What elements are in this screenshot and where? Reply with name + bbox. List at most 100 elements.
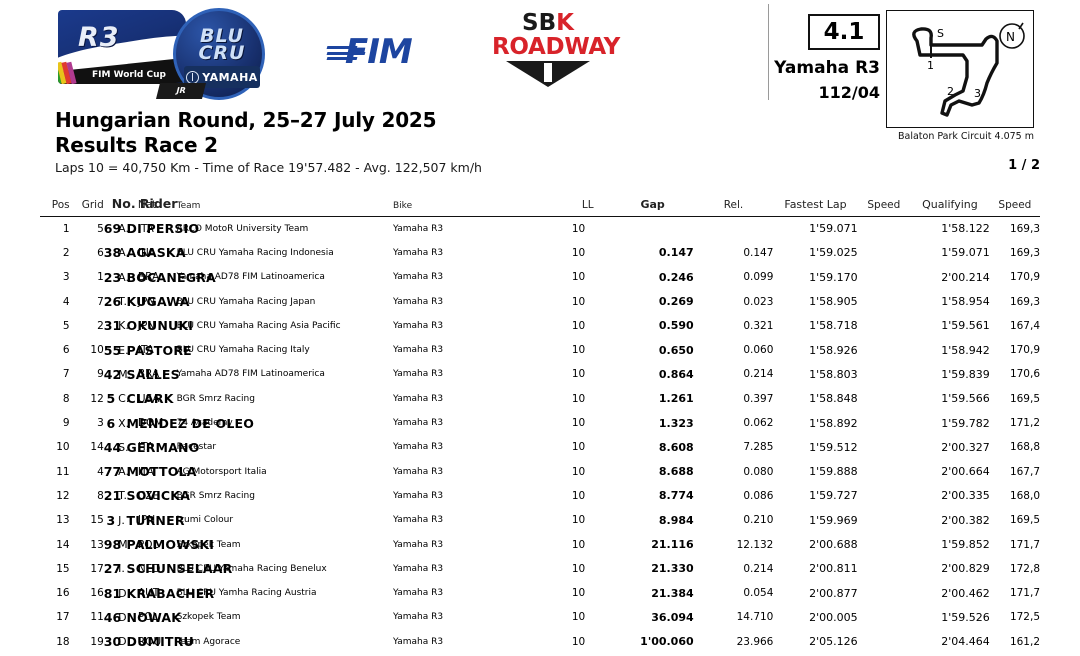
table-row[interactable]: 14 13 98 M. PALMOWSKI POL Szkopek Team Yamaha R…	[40, 532, 1040, 556]
table-row[interactable]: 4 7 26 T. KUGAWA JPN BLU CRU Yamaha Racing Jap…	[40, 289, 1040, 313]
row-nationality: JPN	[137, 514, 156, 527]
table-row[interactable]: 5 2 31 K. OKUNUKI JPN BLU CRU Yamaha Racing As…	[40, 314, 1040, 338]
table-row[interactable]: 17 11 46 D. NOWAK POL Szkopek Team Yamaha R3 10 3…	[40, 605, 1040, 629]
row-nationality: NED	[137, 562, 161, 575]
north-needle	[1018, 22, 1024, 30]
row-laps: 10	[571, 368, 586, 381]
row-speed-qualifying: 167,7	[1009, 465, 1040, 478]
row-team: BLU CRU Yamha Racing Austria	[176, 588, 317, 599]
blu-cru-line1: BLU	[200, 25, 244, 47]
row-position: 15	[56, 562, 70, 575]
col-header-fastest-lap: Fastest Lap	[784, 198, 847, 211]
table-row[interactable]: 18 19 30 D. DUMITRU ROU Team Agorace Yamaha R3 1…	[40, 630, 1040, 654]
row-grid: 17	[90, 562, 104, 575]
row-rider-name: PALMOWSKI	[126, 537, 215, 552]
table-header: Pos Grid No. Rider Nat Team Bike LL Gap …	[40, 196, 1040, 217]
turn1-label: 1	[927, 59, 934, 72]
row-nationality: USA	[137, 392, 160, 405]
row-nationality: JPN	[137, 295, 156, 308]
results-table: Pos Grid No. Rider Nat Team Bike LL Gap …	[40, 196, 1040, 656]
row-speed-qualifying: 161,2	[1009, 635, 1040, 648]
race-summary: Laps 10 = 40,750 Km - Time of Race 19'57…	[55, 160, 482, 175]
table-row[interactable]: 1 5 69 A. DI PERSIO ITA ARCO MotoR University …	[40, 217, 1040, 241]
row-grid: 2	[97, 319, 104, 332]
header-row: Pos Grid No. Rider Nat Team Bike LL Gap …	[40, 196, 1040, 217]
row-laps: 10	[571, 514, 586, 527]
row-fastest-lap: 1'58.803	[809, 367, 858, 381]
row-team: Izumi Colour	[176, 515, 234, 526]
table-row[interactable]: 6 10 55 E. PASTORE ITA BLU CRU Yamaha Racing I…	[40, 338, 1040, 362]
row-nationality: CZE	[137, 489, 160, 502]
row-team: BLU CRU Yamaha Racing Japan	[176, 296, 316, 307]
row-speed-qualifying: 170,9	[1009, 344, 1040, 357]
table-row[interactable]: 9 3 6 X. MENDEZ DE OLEO DOM 74 Academy Yamaha R…	[40, 411, 1040, 435]
circuit-layout-svg: S 1 2 3 N	[912, 22, 1025, 117]
table-row[interactable]: 12 8 21 T. SOVICKA CZE BGR Smrz Racing Yamaha R…	[40, 484, 1040, 508]
row-race-number: 21	[103, 488, 122, 504]
row-rel: 14.710	[736, 611, 774, 624]
table-row[interactable]: 11 4 77 A. MOTTOLA ITA AG Motorsport Italia Yam…	[40, 459, 1040, 483]
row-speed-qualifying: 169,3	[1009, 222, 1040, 235]
row-gap: 0.269	[658, 295, 694, 309]
row-gap: 1.323	[658, 416, 694, 430]
sbk-text-part: SB	[522, 10, 557, 36]
col-header-speed-qual: Speed	[998, 199, 1032, 211]
row-bike: Yamaha R3	[393, 612, 444, 623]
row-rider-initial: D.	[118, 635, 131, 649]
row-bike: Yamaha R3	[393, 393, 444, 404]
row-race-number: 69	[103, 221, 122, 237]
row-position: 12	[56, 489, 70, 502]
table-row[interactable]: 16 16 81 D. KRABACHER AUT BLU CRU Yamha Racing…	[40, 581, 1040, 605]
row-bike: Yamaha R3	[393, 296, 444, 307]
row-rel: 12.132	[736, 538, 774, 551]
row-grid: 10	[90, 344, 104, 357]
row-speed-qualifying: 170,9	[1009, 271, 1040, 284]
row-qualifying: 2'00.327	[941, 440, 990, 454]
table-row[interactable]: 8 12 5 C. CLARK USA BGR Smrz Racing Yamaha R3 10…	[40, 387, 1040, 411]
row-bike: Yamaha R3	[393, 539, 444, 550]
class-number-box: 4.1	[808, 14, 880, 50]
row-qualifying: 1'59.782	[941, 416, 990, 430]
row-fastest-lap: 1'59.888	[809, 465, 858, 479]
table-row[interactable]: 7 9 42 M. SALLES BRA Yamaha AD78 FIM Latinoame…	[40, 362, 1040, 386]
table-row[interactable]: 3 1 23 A. BOCANEGRA BRA Yamaha AD78 FIM Latino…	[40, 265, 1040, 289]
row-rel: 0.214	[743, 562, 774, 575]
row-grid: 14	[90, 441, 104, 454]
row-laps: 10	[571, 538, 586, 551]
r3-logo-caption: FIM World Cup	[92, 70, 166, 80]
row-fastest-lap: 1'58.905	[809, 295, 858, 309]
row-grid: 7	[97, 295, 104, 308]
row-speed-qualifying: 172,5	[1009, 611, 1040, 624]
row-speed-fastest	[858, 217, 910, 241]
row-qualifying: 1'59.839	[941, 367, 990, 381]
row-rider-name: BOCANEGRA	[126, 269, 216, 285]
row-team: ARCO MotoR University Team	[176, 223, 309, 234]
table-row[interactable]: 10 14 44 S. GERMANO ITA Racestar Yamaha R3 10 8.6…	[40, 435, 1040, 459]
row-rider-initial: A.	[118, 465, 129, 479]
row-speed-qualifying: 168,8	[1009, 441, 1040, 454]
row-team: Racestar	[176, 442, 217, 453]
row-bike: Yamaha R3	[393, 466, 444, 477]
col-header-team: Team	[176, 201, 201, 211]
row-speed-qualifying: 171,7	[1009, 538, 1040, 551]
row-nationality: JPN	[137, 319, 156, 332]
sbk-roadway-logo: SBK ROADWAY	[492, 10, 620, 87]
row-laps: 10	[571, 271, 586, 284]
row-gap: 21.330	[651, 562, 694, 576]
table-row[interactable]: 15 17 27 I. SCHUNSELAAR NED BLU CRU Yamaha Rac…	[40, 557, 1040, 581]
row-position: 4	[62, 295, 70, 308]
row-nationality: ITA	[137, 441, 154, 454]
row-speed-qualifying: 168,0	[1009, 489, 1040, 502]
row-speed-fastest	[858, 605, 910, 629]
r3-logo-text: R3	[78, 22, 120, 53]
table-row[interactable]: 2 6 38 A. AGASKA INA BLU CRU Yamaha Racing Ind…	[40, 241, 1040, 265]
row-rider-name: GERMANO	[126, 439, 200, 455]
table-row[interactable]: 13 15 3 J. TURNER JPN Izumi Colour Yamaha R3 10 8…	[40, 508, 1040, 532]
row-bike: Yamaha R3	[393, 272, 444, 283]
row-race-number: 5	[106, 391, 116, 407]
row-rider-initial: D.	[118, 610, 131, 624]
north-label: N	[1006, 30, 1015, 44]
row-nationality: ROU	[137, 635, 162, 648]
row-rider-initial: E.	[118, 343, 129, 357]
